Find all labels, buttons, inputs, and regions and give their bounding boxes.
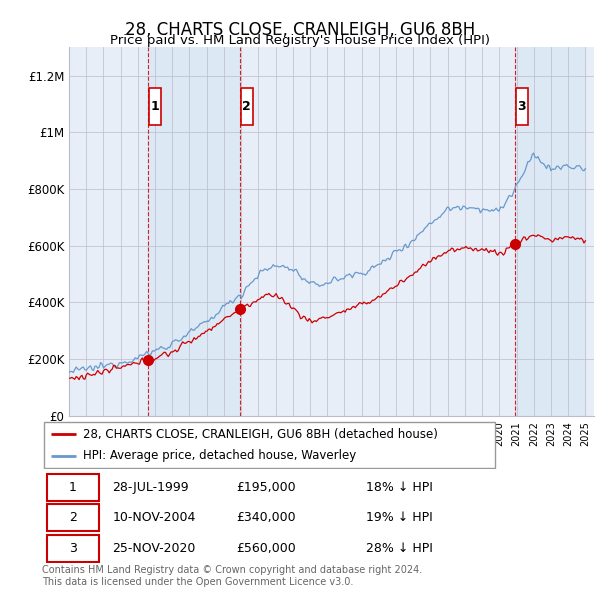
Text: £195,000: £195,000 (236, 481, 296, 494)
Text: HPI: Average price, detached house, Waverley: HPI: Average price, detached house, Wave… (83, 450, 356, 463)
Text: £560,000: £560,000 (236, 542, 296, 555)
FancyBboxPatch shape (47, 504, 98, 531)
Text: 19% ↓ HPI: 19% ↓ HPI (366, 511, 433, 525)
Text: 1: 1 (151, 100, 159, 113)
FancyBboxPatch shape (47, 535, 98, 562)
FancyBboxPatch shape (516, 88, 528, 125)
Text: £340,000: £340,000 (236, 511, 296, 525)
Text: 28, CHARTS CLOSE, CRANLEIGH, GU6 8BH (detached house): 28, CHARTS CLOSE, CRANLEIGH, GU6 8BH (de… (83, 428, 438, 441)
Text: 10-NOV-2004: 10-NOV-2004 (112, 511, 196, 525)
Text: 2: 2 (69, 511, 77, 525)
Text: Contains HM Land Registry data © Crown copyright and database right 2024.
This d: Contains HM Land Registry data © Crown c… (42, 565, 422, 587)
Text: 28-JUL-1999: 28-JUL-1999 (112, 481, 189, 494)
FancyBboxPatch shape (47, 474, 98, 501)
FancyBboxPatch shape (149, 88, 161, 125)
Text: 2: 2 (242, 100, 251, 113)
Bar (515, 47, 586, 416)
Text: 28, CHARTS CLOSE, CRANLEIGH, GU6 8BH: 28, CHARTS CLOSE, CRANLEIGH, GU6 8BH (125, 21, 475, 39)
Text: 3: 3 (69, 542, 77, 555)
FancyBboxPatch shape (241, 88, 253, 125)
Bar (148, 47, 240, 416)
Text: 28% ↓ HPI: 28% ↓ HPI (366, 542, 433, 555)
Text: 3: 3 (518, 100, 526, 113)
Text: 25-NOV-2020: 25-NOV-2020 (112, 542, 196, 555)
Text: Price paid vs. HM Land Registry's House Price Index (HPI): Price paid vs. HM Land Registry's House … (110, 34, 490, 47)
Text: 1: 1 (69, 481, 77, 494)
Text: 18% ↓ HPI: 18% ↓ HPI (366, 481, 433, 494)
FancyBboxPatch shape (44, 422, 495, 468)
